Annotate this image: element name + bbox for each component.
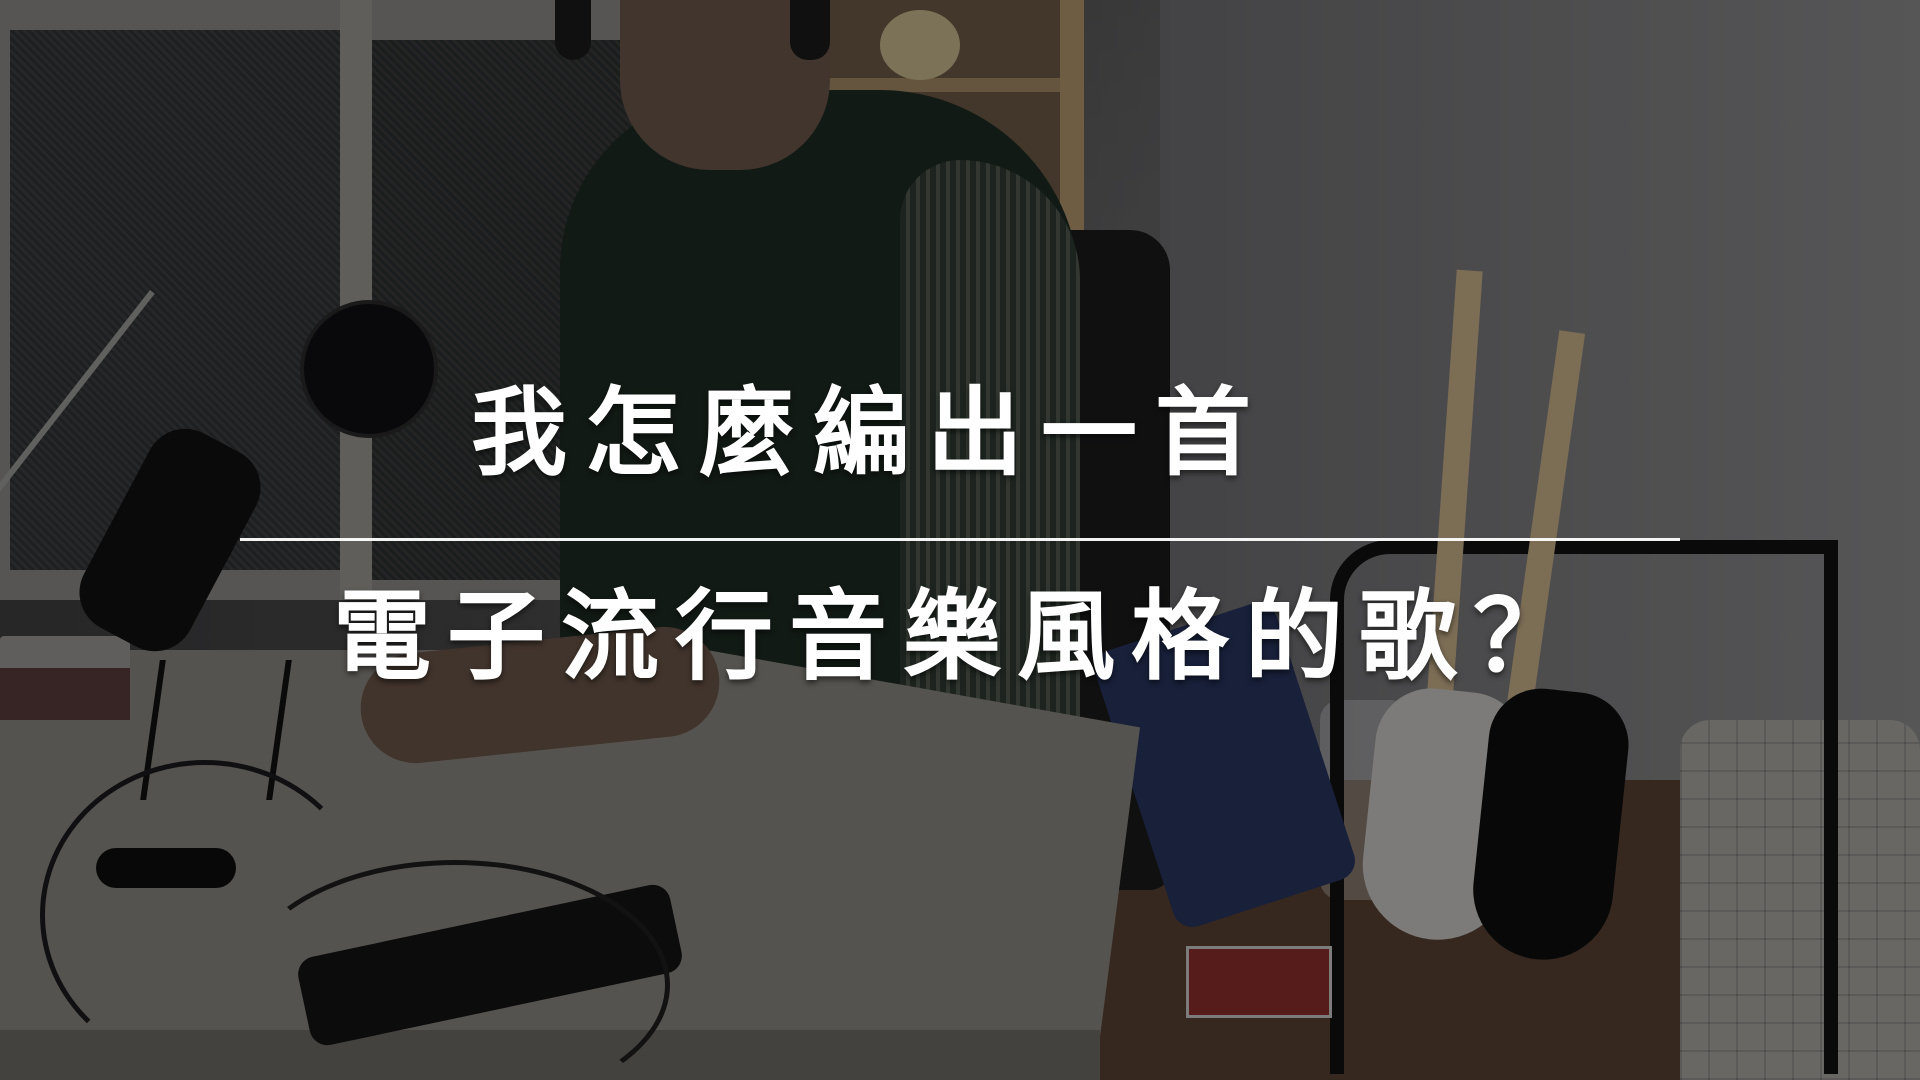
- title-line-1: 我怎麼編出一首: [471, 377, 1269, 489]
- bookshelf-side: [1060, 0, 1084, 240]
- guitar-stand: [1330, 540, 1838, 1074]
- title-line-2: 電子流行音樂風格的歌？: [332, 580, 1587, 694]
- laundry-basket: [1680, 720, 1920, 1080]
- title-divider: [240, 538, 1680, 541]
- pop-filter: [300, 300, 438, 438]
- bookshelf-board: [820, 78, 1080, 92]
- hair-left: [555, 0, 591, 60]
- cable: [240, 860, 670, 1080]
- hair-right: [790, 0, 830, 60]
- red-box: [1186, 946, 1332, 1018]
- laptop-base: [0, 668, 130, 720]
- plush-toy: [880, 10, 960, 80]
- window-pane-left: [10, 30, 340, 570]
- cable: [40, 760, 370, 1070]
